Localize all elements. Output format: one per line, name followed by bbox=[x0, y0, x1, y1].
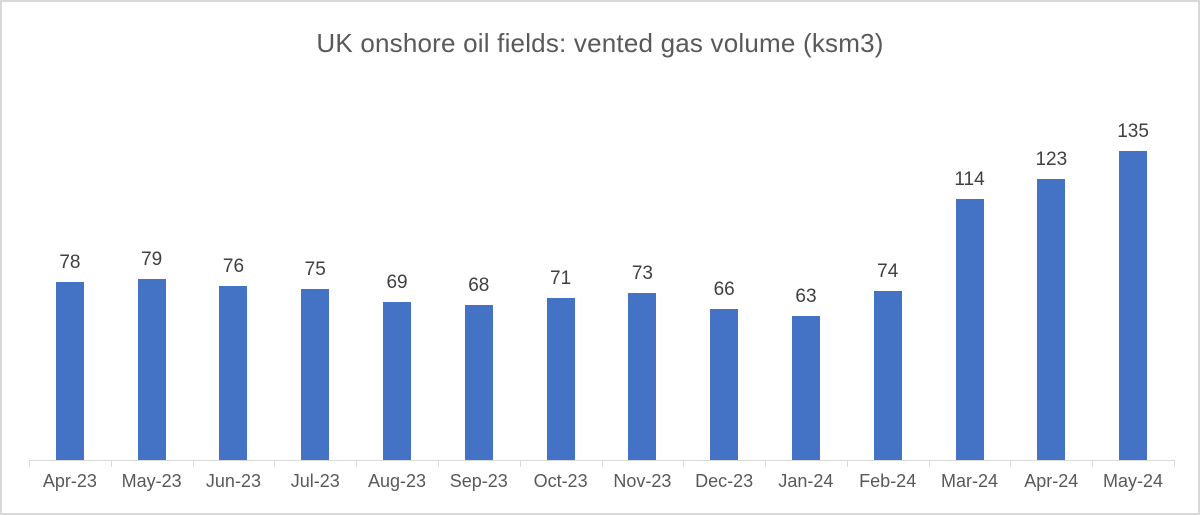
x-axis-tick-mark bbox=[601, 460, 603, 467]
bar-column: 75 bbox=[274, 92, 356, 460]
bar-value-label: 66 bbox=[713, 279, 735, 301]
x-axis-tick-mark bbox=[1092, 460, 1094, 467]
x-axis-label: Aug-23 bbox=[367, 471, 427, 491]
x-axis-tick-mark bbox=[274, 460, 276, 467]
x-axis-label: May-23 bbox=[121, 471, 182, 491]
bar-column: 68 bbox=[438, 92, 520, 460]
plot-area: 78 79 76 75 69 68 71 73 66 63 74 114 123 135 bbox=[29, 92, 1174, 460]
x-axis-label: Mar-24 bbox=[940, 471, 998, 491]
bar-value-label: 73 bbox=[631, 263, 653, 285]
bar bbox=[383, 302, 412, 460]
x-axis-label: Feb-24 bbox=[859, 471, 917, 491]
bar-column: 66 bbox=[683, 92, 765, 460]
x-axis-tick-mark bbox=[683, 460, 685, 467]
bar bbox=[137, 279, 166, 460]
x-axis-tick-mark bbox=[846, 460, 848, 467]
bar bbox=[1037, 178, 1066, 460]
bar bbox=[301, 288, 330, 460]
bar bbox=[546, 297, 575, 460]
bar-value-label: 123 bbox=[1035, 148, 1068, 170]
x-axis-label: Jun-23 bbox=[205, 471, 261, 491]
bar bbox=[628, 293, 657, 460]
bar-column: 74 bbox=[847, 92, 929, 460]
chart-title: UK onshore oil fields: vented gas volume… bbox=[316, 28, 884, 58]
x-axis-label: Apr-23 bbox=[42, 471, 97, 491]
x-axis-label: Nov-23 bbox=[613, 471, 672, 491]
x-axis-label: Dec-23 bbox=[695, 471, 754, 491]
bar bbox=[55, 281, 84, 460]
x-axis-tick-mark bbox=[110, 460, 112, 467]
bar-column: 76 bbox=[193, 92, 275, 460]
bar bbox=[219, 286, 248, 460]
bar-value-label: 74 bbox=[877, 260, 899, 282]
bar-column: 114 bbox=[929, 92, 1011, 460]
x-axis-label: Oct-23 bbox=[533, 471, 588, 491]
bar-value-label: 63 bbox=[795, 286, 817, 307]
x-axis-labels: Apr-23 May-23 Jun-23 Jul-23 Aug-23 Sep-23 Oct-… bbox=[29, 471, 1174, 497]
bar bbox=[791, 316, 820, 460]
bar-value-label: 75 bbox=[304, 258, 326, 280]
x-axis-label: Jul-23 bbox=[290, 471, 340, 491]
bar bbox=[464, 304, 493, 460]
x-axis-tick-mark bbox=[1010, 460, 1012, 467]
bar-value-label: 78 bbox=[59, 251, 81, 273]
bar-value-label: 76 bbox=[222, 256, 245, 278]
bar-value-label: 79 bbox=[141, 249, 163, 271]
bar-value-label: 114 bbox=[954, 169, 985, 191]
bar bbox=[1119, 151, 1148, 460]
bar-value-label: 69 bbox=[386, 272, 408, 294]
x-axis-tick-mark bbox=[765, 460, 767, 467]
bar-column: 73 bbox=[602, 92, 684, 460]
bar-value-label: 68 bbox=[468, 274, 490, 296]
x-axis-tick-mark bbox=[356, 460, 358, 467]
bar-value-label: 135 bbox=[1117, 121, 1149, 143]
bar-column: 135 bbox=[1092, 92, 1174, 460]
x-axis-tick-mark bbox=[29, 460, 30, 467]
bar-column: 69 bbox=[356, 92, 438, 460]
bar bbox=[873, 290, 902, 460]
bar-value-label: 71 bbox=[550, 267, 572, 289]
bar-column: 78 bbox=[29, 92, 111, 460]
bar-column: 63 bbox=[765, 92, 847, 460]
bar-column: 123 bbox=[1010, 92, 1092, 460]
x-axis-tick-mark bbox=[192, 460, 194, 467]
x-axis-tick-mark bbox=[1174, 460, 1175, 467]
x-axis-tick-mark bbox=[437, 460, 439, 467]
x-axis-label: Jan-24 bbox=[778, 471, 834, 491]
bar-column: 71 bbox=[520, 92, 602, 460]
bar bbox=[710, 309, 739, 460]
x-axis-tick-mark bbox=[519, 460, 521, 467]
bar-column: 79 bbox=[111, 92, 193, 460]
x-axis-label: Apr-24 bbox=[1024, 471, 1079, 491]
x-axis-label: May-24 bbox=[1103, 471, 1164, 491]
bar bbox=[955, 199, 984, 460]
x-axis-label: Sep-23 bbox=[449, 471, 508, 491]
x-axis-tick-mark bbox=[928, 460, 930, 467]
